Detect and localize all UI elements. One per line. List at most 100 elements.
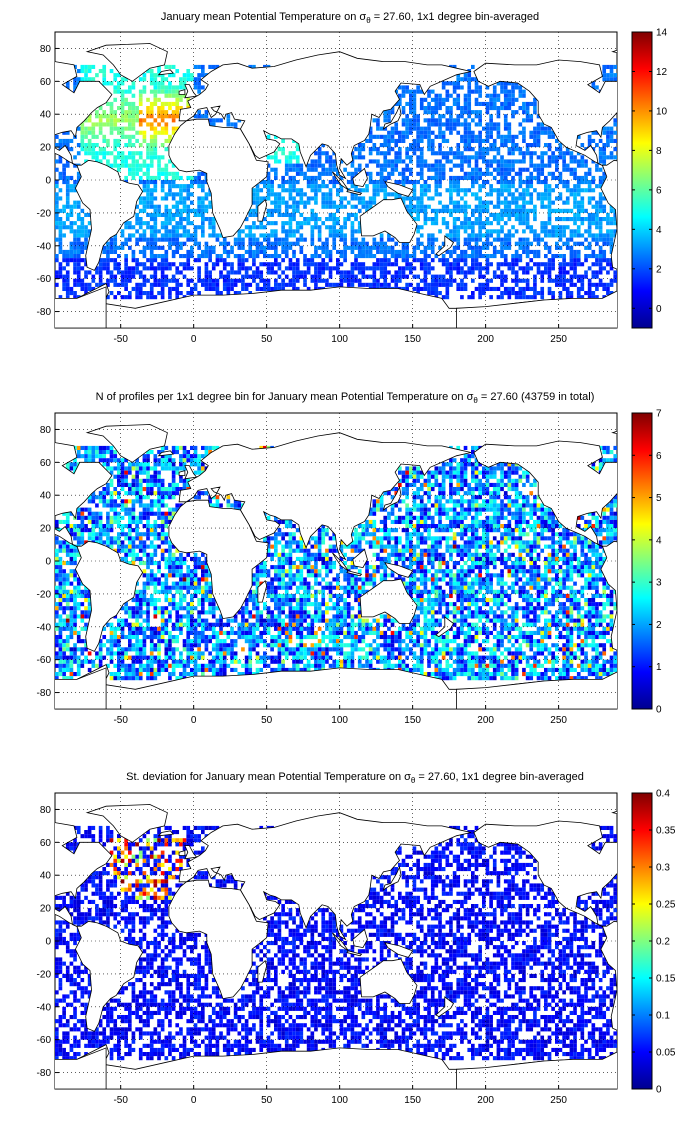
data-cell	[587, 225, 592, 230]
data-cell	[146, 450, 150, 455]
data-cell	[102, 487, 107, 492]
data-cell	[474, 519, 479, 525]
data-cell	[233, 291, 238, 296]
data-cell	[197, 270, 201, 275]
data-cell	[478, 151, 482, 156]
data-cell	[467, 89, 472, 94]
data-cell	[474, 249, 479, 255]
data-cell	[350, 151, 355, 156]
data-cell	[500, 217, 504, 222]
data-cell	[379, 499, 384, 504]
data-cell	[383, 126, 388, 131]
data-cell	[489, 93, 493, 98]
data-cell	[160, 445, 165, 451]
data-cell	[252, 64, 256, 70]
data-cell	[124, 511, 128, 516]
data-cell	[303, 278, 307, 283]
data-cell	[237, 278, 242, 283]
data-cell	[328, 233, 333, 238]
data-cell	[463, 470, 468, 475]
data-cell	[540, 167, 545, 172]
data-cell	[555, 175, 559, 181]
data-cell	[514, 503, 519, 508]
data-cell	[106, 528, 110, 533]
data-cell	[197, 81, 201, 86]
data-cell	[299, 167, 304, 172]
data-cell	[514, 85, 519, 90]
data-cell	[58, 171, 63, 176]
data-cell	[160, 462, 165, 467]
data-cell	[303, 237, 307, 242]
data-cell	[73, 241, 77, 246]
data-cell	[445, 106, 450, 111]
data-cell	[146, 147, 150, 152]
data-cell	[146, 507, 150, 512]
data-cell	[237, 118, 242, 123]
data-cell	[208, 225, 212, 230]
data-cell	[514, 97, 519, 102]
data-cell	[190, 458, 194, 463]
data-cell	[128, 295, 132, 300]
data-cell	[449, 233, 453, 238]
data-cell	[595, 200, 599, 205]
data-cell	[277, 196, 282, 201]
data-cell	[598, 175, 603, 181]
data-cell	[606, 73, 610, 78]
data-cell	[193, 180, 198, 185]
data-cell	[427, 101, 431, 107]
data-cell	[379, 134, 384, 139]
data-cell	[580, 515, 585, 520]
data-cell	[434, 180, 439, 185]
data-cell	[598, 147, 603, 152]
data-cell	[489, 278, 493, 283]
data-cell	[474, 196, 479, 201]
data-cell	[522, 188, 526, 193]
data-cell	[394, 138, 399, 144]
data-cell	[146, 482, 150, 488]
data-cell	[423, 254, 428, 259]
data-cell	[496, 229, 501, 234]
data-cell	[266, 171, 271, 176]
data-cell	[117, 155, 121, 160]
data-cell	[463, 462, 468, 467]
data-cell	[325, 151, 329, 156]
data-cell	[452, 515, 457, 520]
data-cell	[514, 241, 519, 246]
data-cell	[171, 175, 176, 181]
data-cell	[474, 458, 479, 463]
data-cell	[281, 282, 285, 287]
data-cell	[91, 528, 96, 533]
data-cell	[409, 110, 413, 115]
data-cell	[398, 101, 402, 107]
data-cell	[361, 266, 366, 271]
data-cell	[131, 110, 136, 115]
data-cell	[237, 233, 242, 238]
data-cell	[76, 507, 81, 512]
data-cell	[149, 245, 154, 250]
data-cell	[456, 503, 461, 508]
data-cell	[190, 291, 194, 296]
data-cell	[153, 499, 158, 504]
data-cell	[492, 85, 497, 90]
data-cell	[518, 93, 523, 98]
data-cell	[252, 192, 256, 197]
data-cell	[208, 445, 212, 451]
data-cell	[175, 282, 180, 287]
data-cell	[277, 147, 282, 152]
data-cell	[106, 466, 110, 471]
data-cell	[113, 491, 118, 496]
data-cell	[609, 282, 614, 287]
data-cell	[485, 180, 490, 185]
data-cell	[379, 258, 384, 263]
data-cell	[405, 511, 409, 516]
data-cell	[430, 524, 435, 529]
data-cell	[503, 245, 508, 250]
data-cell	[383, 249, 388, 255]
data-cell	[522, 241, 526, 246]
data-cell	[142, 163, 147, 168]
data-cell	[310, 180, 315, 185]
data-cell	[398, 249, 402, 255]
data-cell	[208, 118, 212, 123]
data-cell	[219, 503, 223, 508]
data-cell	[383, 192, 388, 197]
